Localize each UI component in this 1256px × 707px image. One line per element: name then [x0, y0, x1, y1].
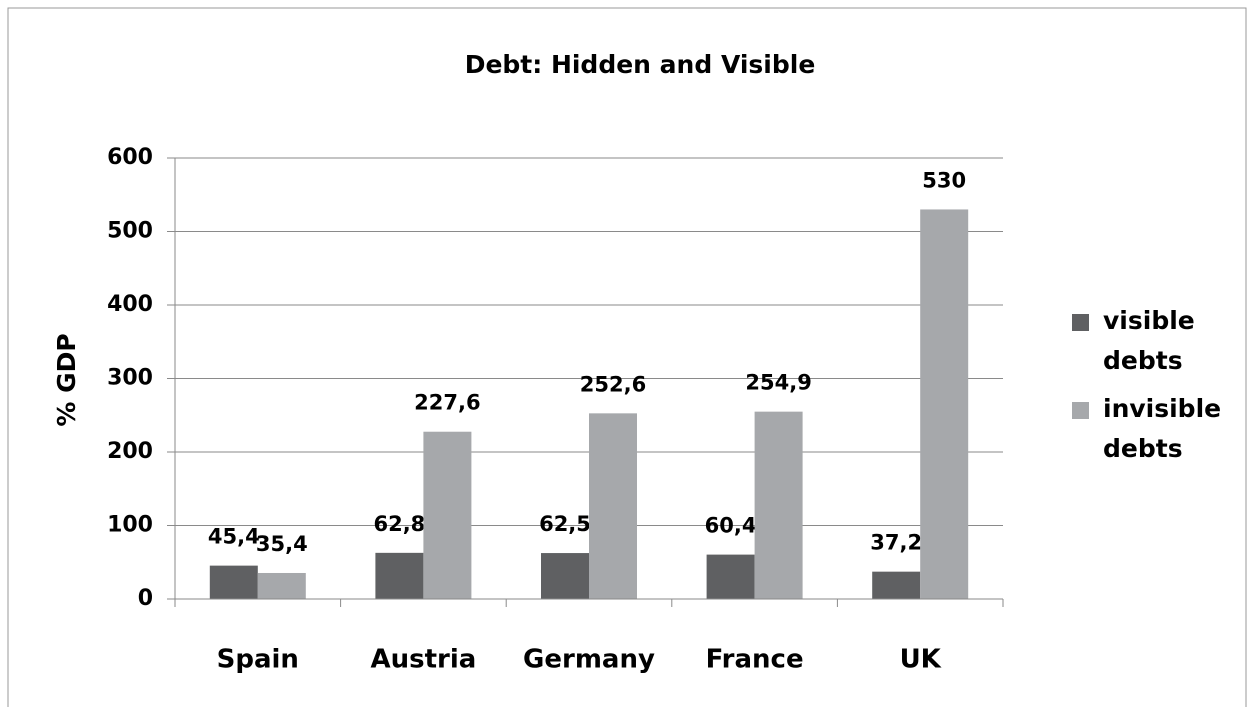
y-tick-label: 400 — [107, 292, 153, 317]
bar — [872, 571, 921, 599]
y-tick-label: 100 — [107, 513, 153, 538]
data-label: 227,6 — [414, 391, 480, 415]
data-label: 60,4 — [705, 514, 757, 538]
data-label: 37,2 — [870, 531, 922, 555]
data-label: 252,6 — [580, 372, 646, 396]
legend-label: invisible debts — [1103, 394, 1230, 463]
bar — [541, 553, 589, 599]
bar — [209, 565, 258, 599]
y-tick-label: 600 — [107, 145, 153, 170]
data-label: 45,4 — [208, 525, 260, 549]
data-label: 254,9 — [745, 371, 811, 395]
data-label: 62,5 — [539, 512, 591, 536]
data-label: 62,8 — [373, 512, 425, 536]
x-tick-label: Germany — [523, 645, 655, 675]
bar — [589, 413, 637, 599]
legend-label: visible debts — [1103, 306, 1203, 375]
data-label: 530 — [922, 168, 966, 192]
legend-swatch — [1072, 314, 1089, 331]
bar — [754, 411, 803, 599]
data-label: 35,4 — [256, 532, 308, 556]
bar — [423, 431, 472, 599]
chart-frame — [7, 7, 1247, 707]
y-tick-label: 200 — [107, 439, 153, 464]
y-tick-label: 300 — [107, 366, 153, 391]
chart-title: Debt: Hidden and Visible — [465, 50, 816, 79]
bar — [706, 554, 755, 599]
x-tick-label: Spain — [217, 645, 299, 675]
x-tick-label: France — [706, 645, 804, 675]
x-tick-label: UK — [900, 645, 942, 675]
bar — [257, 572, 306, 599]
x-tick-label: Austria — [370, 645, 476, 675]
bar — [375, 552, 424, 599]
y-tick-label: 500 — [107, 219, 153, 244]
y-tick-label: 0 — [138, 586, 153, 611]
bar — [920, 209, 969, 599]
y-axis-label: % GDP — [52, 333, 81, 426]
legend-swatch — [1072, 402, 1089, 419]
